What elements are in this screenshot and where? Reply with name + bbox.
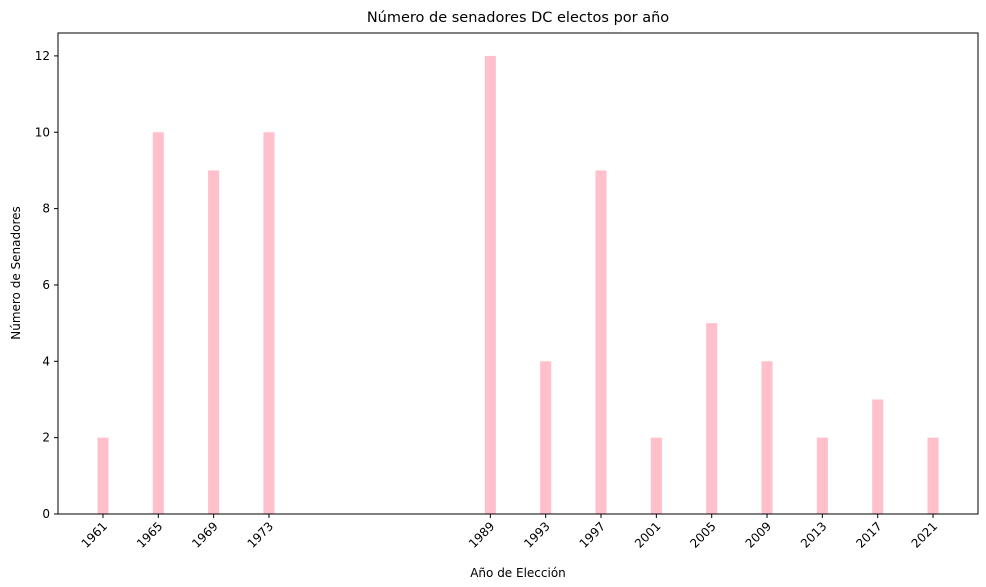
x-axis-label: Año de Elección [470, 566, 566, 580]
chart-title: Número de senadores DC electos por año [367, 10, 669, 26]
y-axis-label: Número de Senadores [9, 206, 23, 340]
bar-1969 [208, 170, 220, 514]
bar-1989 [484, 55, 496, 515]
x-tick-label: 2005 [687, 519, 718, 550]
x-tick-label: 2001 [632, 519, 663, 550]
bar-1997 [595, 170, 607, 514]
bar-1973 [263, 132, 275, 514]
x-tick-label: 2017 [853, 519, 884, 550]
x-tick-label: 1997 [577, 519, 608, 550]
x-tick-label: 1973 [245, 519, 276, 550]
bar-2021 [927, 437, 939, 514]
bar-2005 [706, 323, 718, 514]
x-tick-label: 1961 [79, 519, 110, 550]
x-tick-label: 1965 [134, 519, 165, 550]
y-tick-label: 2 [42, 431, 50, 445]
x-tick-label: 1969 [189, 519, 220, 550]
y-tick-label: 10 [35, 125, 50, 139]
bar-2013 [816, 437, 828, 514]
bar-2001 [650, 437, 662, 514]
plot-frame [57, 32, 979, 515]
bar-1993 [540, 361, 552, 514]
y-tick-label: 0 [42, 507, 50, 521]
y-axis: 0 2 4 6 8 10 12 [35, 49, 58, 521]
y-tick-label: 6 [42, 278, 50, 292]
bar-1965 [152, 132, 164, 514]
x-tick-label: 2009 [743, 519, 774, 550]
x-tick-label: 2021 [909, 519, 940, 550]
bar-1961 [97, 437, 109, 514]
y-tick-label: 4 [42, 354, 50, 368]
y-tick-label: 12 [35, 49, 50, 63]
bar-2017 [872, 399, 884, 514]
bars-group [97, 55, 939, 515]
x-tick-label: 2013 [798, 519, 829, 550]
x-tick-label: 1993 [521, 519, 552, 550]
x-tick-label: 1989 [466, 519, 497, 550]
y-tick-label: 8 [42, 202, 50, 216]
x-axis: 1961 1965 1969 1973 1989 1993 1997 2001 2005 2009… [79, 514, 940, 551]
bar-2009 [761, 361, 773, 514]
